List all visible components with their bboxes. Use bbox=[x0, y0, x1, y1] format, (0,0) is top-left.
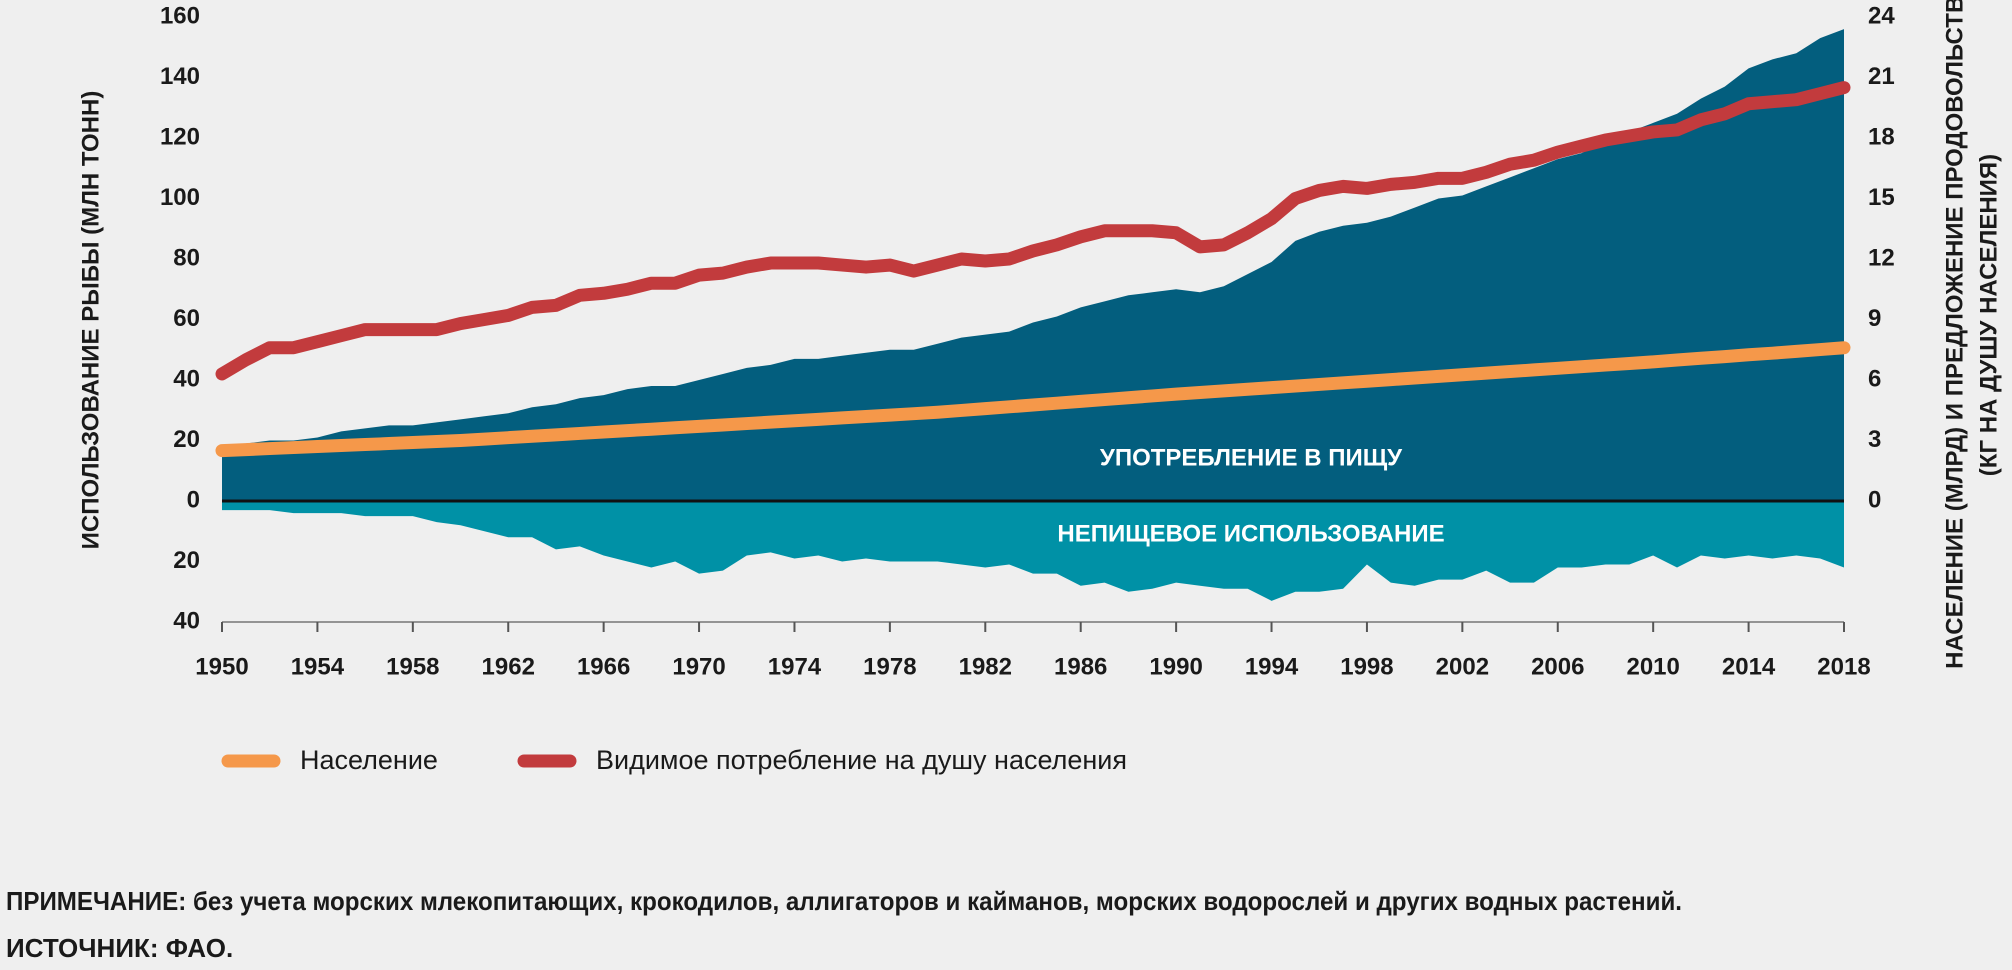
x-tick-label: 1962 bbox=[482, 653, 535, 680]
line bbox=[215, 341, 1851, 458]
x-tick-label: 1982 bbox=[959, 653, 1012, 680]
x-tick-label: 1958 bbox=[386, 653, 439, 680]
y-tick-label: 20 bbox=[173, 426, 200, 453]
y-tick-label: 40 bbox=[173, 607, 200, 634]
y2-tick-label: 24 bbox=[1868, 2, 1895, 29]
x-tick-label: 2010 bbox=[1626, 653, 1679, 680]
y-tick-label: 0 bbox=[187, 486, 200, 513]
x-tick-label: 1990 bbox=[1149, 653, 1202, 680]
x-tick-label: 2002 bbox=[1436, 653, 1489, 680]
y-tick-label: 140 bbox=[160, 63, 200, 90]
x-tick-label: 2006 bbox=[1531, 653, 1584, 680]
y2-tick-label: 0 bbox=[1868, 486, 1881, 513]
y2-tick-label: 21 bbox=[1868, 63, 1895, 90]
y-tick-label: 60 bbox=[173, 305, 200, 332]
area-label: УПОТРЕБЛЕНИЕ В ПИЩУ bbox=[1100, 444, 1403, 471]
x-tick-label: 1978 bbox=[863, 653, 916, 680]
y2-tick-label: 12 bbox=[1868, 244, 1895, 271]
x-tick-label: 1954 bbox=[291, 653, 345, 680]
y-tick-label: 80 bbox=[173, 244, 200, 271]
x-tick-label: 2018 bbox=[1817, 653, 1870, 680]
y2-axis-title: НАСЕЛЕНИЕ (МЛРД) И ПРЕДЛОЖЕНИЕ ПРОДОВОЛЬ… bbox=[1941, 0, 1968, 669]
y2-tick-label: 18 bbox=[1868, 123, 1895, 150]
y2-axis-title: (КГ НА ДУШУ НАСЕЛЕНИЯ) bbox=[1975, 154, 2002, 476]
y2-tick-label: 3 bbox=[1868, 426, 1881, 453]
x-tick-label: 1998 bbox=[1340, 653, 1393, 680]
source: ИСТОЧНИК: ФАО. bbox=[6, 933, 233, 963]
y-tick-label: 120 bbox=[160, 123, 200, 150]
y-tick-label: 100 bbox=[160, 184, 200, 211]
y-tick-label: 160 bbox=[160, 2, 200, 29]
y-tick-label: 40 bbox=[173, 365, 200, 392]
area-label: НЕПИЩЕВОЕ ИСПОЛЬЗОВАНИЕ bbox=[1057, 520, 1444, 547]
area bbox=[222, 501, 1844, 601]
x-tick-label: 1986 bbox=[1054, 653, 1107, 680]
x-tick-label: 1974 bbox=[768, 653, 822, 680]
x-tick-label: 1970 bbox=[672, 653, 725, 680]
x-tick-label: 1994 bbox=[1245, 653, 1299, 680]
x-tick-label: 2014 bbox=[1722, 653, 1776, 680]
legend-label: Население bbox=[300, 745, 438, 775]
note: ПРИМЕЧАНИЕ: без учета морских млекопитаю… bbox=[6, 886, 1682, 916]
area bbox=[222, 29, 1844, 501]
line bbox=[215, 81, 1851, 381]
y2-tick-label: 15 bbox=[1868, 184, 1895, 211]
x-tick-label: 1950 bbox=[195, 653, 248, 680]
y2-tick-label: 9 bbox=[1868, 305, 1881, 332]
y2-tick-label: 6 bbox=[1868, 365, 1881, 392]
legend-label: Видимое потребление на душу населения bbox=[596, 745, 1127, 775]
y-tick-label: 20 bbox=[173, 547, 200, 574]
y-axis-title: ИСПОЛЬЗОВАНИЕ РЫБЫ (МЛН ТОНН) bbox=[77, 91, 104, 550]
x-tick-label: 1966 bbox=[577, 653, 630, 680]
